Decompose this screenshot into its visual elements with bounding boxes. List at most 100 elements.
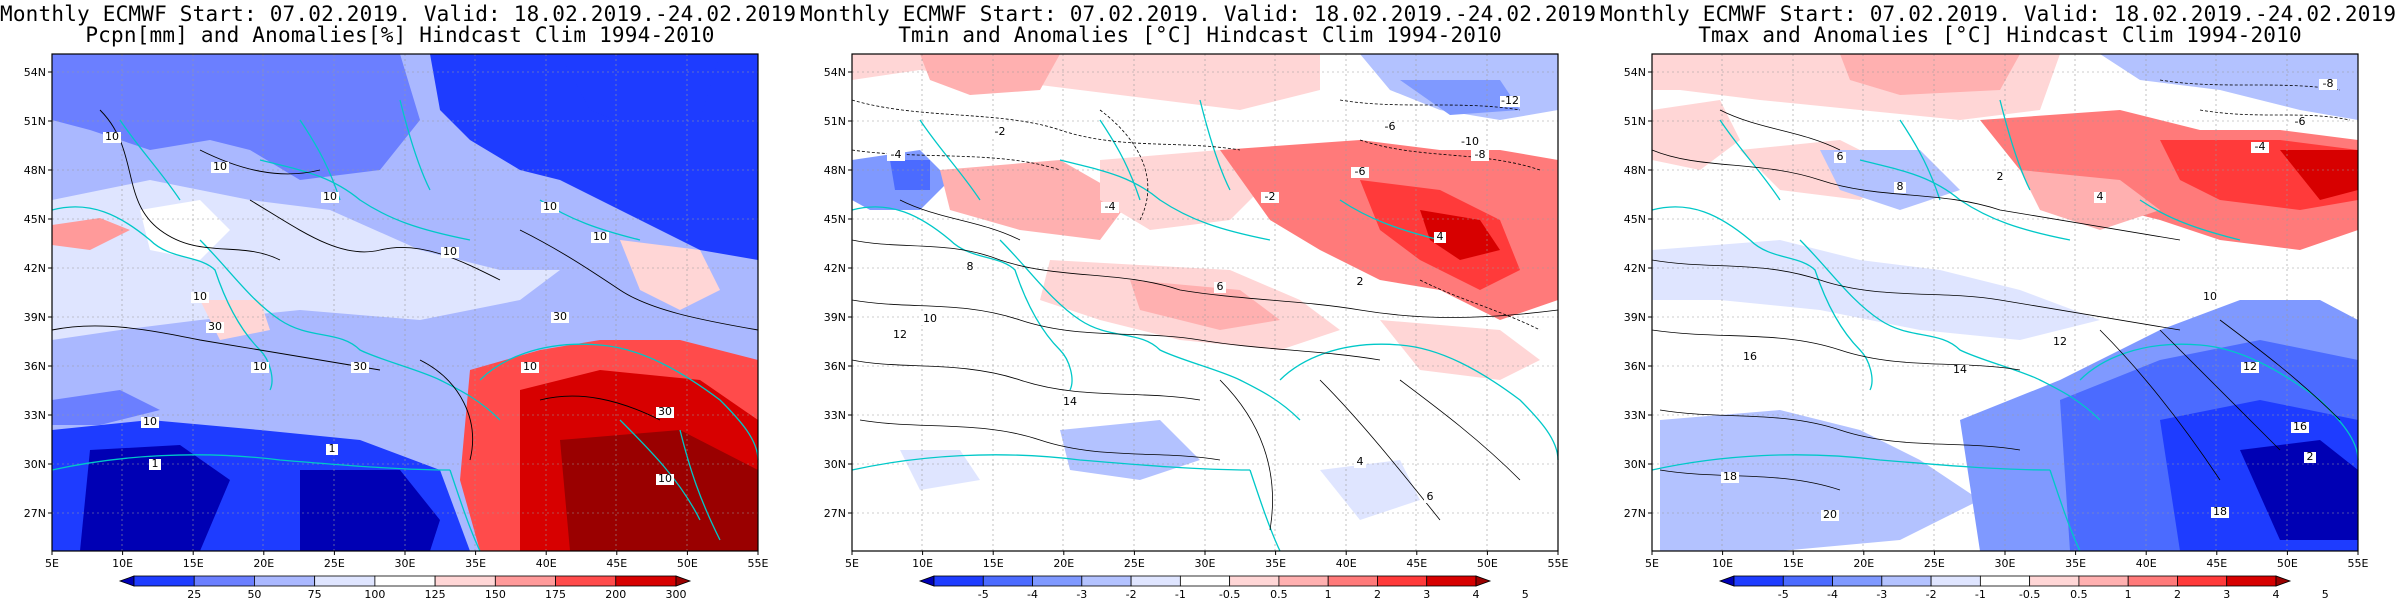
contour-label: 10	[141, 415, 159, 428]
colorbar-swatch	[434, 575, 496, 587]
anomaly-blob	[2100, 54, 2358, 120]
lon-label: 30E	[395, 557, 416, 570]
lat-label: 27N	[24, 507, 46, 520]
anomaly-blob	[1820, 150, 1960, 210]
contour-label: 4	[2094, 190, 2106, 203]
anomaly-blob	[1840, 54, 2020, 95]
longitude-axis: 5E 10E 15E 20E 25E 30E 35E 40E 45E 50E 55E	[845, 551, 1569, 570]
anomaly-blob	[560, 54, 720, 130]
colorbar-label: 175	[545, 588, 566, 600]
colorbar: 25 50 75 100 125 150 175 200 300	[118, 575, 692, 600]
lon-label: 45E	[606, 557, 627, 570]
latitude-axis: 54N 51N 48N 45N 42N 39N 36N 33N 30N 27N	[24, 66, 52, 520]
contour-label: 10	[656, 472, 674, 485]
colorbar-label: 4	[2273, 588, 2280, 600]
colorbar-label: 1	[1325, 588, 1332, 600]
contour-label: -4	[1101, 200, 1119, 213]
contour-label: -8	[2319, 77, 2337, 90]
lat-label: 36N	[824, 360, 846, 373]
coastlines	[851, 99, 1559, 552]
anomaly-blob	[560, 430, 758, 551]
svg-text:-6: -6	[1355, 165, 1366, 178]
panel-title-line2: Tmax and Anomalies [°C] Hindcast Clim 19…	[1698, 23, 2302, 47]
colorbar-label: -5	[978, 588, 989, 600]
lat-label: 27N	[824, 507, 846, 520]
svg-text:-6: -6	[2295, 115, 2306, 128]
svg-text:12: 12	[2053, 335, 2067, 348]
tmin-map: -12 -10 -8 -6 -4 -4 -2 2 4 6 8 10 12 14 …	[824, 53, 1569, 600]
lat-label: 42N	[24, 262, 46, 275]
colorbar-label: -0.5	[2019, 588, 2040, 600]
lon-label: 50E	[1477, 557, 1498, 570]
contour-label: 10	[251, 360, 269, 373]
lat-label: 33N	[1624, 409, 1646, 422]
anomaly-blob	[1660, 410, 1980, 551]
lat-label: 27N	[1624, 507, 1646, 520]
colorbar-swatch	[2078, 575, 2129, 587]
lat-label: 48N	[824, 164, 846, 177]
svg-text:14: 14	[1953, 363, 1967, 376]
svg-text:-4: -4	[1105, 200, 1116, 213]
colorbar-swatch	[1032, 575, 1083, 587]
contour-label: 4	[1354, 455, 1366, 468]
colorbar-swatch	[193, 575, 255, 587]
lon-label: 50E	[2277, 557, 2298, 570]
lon-label: 55E	[2348, 557, 2369, 570]
lon-label: 50E	[677, 557, 698, 570]
contour-label: -6	[1381, 120, 1399, 133]
anomaly-blob	[140, 200, 230, 260]
colorbar-label: -2	[1926, 588, 1937, 600]
lat-label: 33N	[24, 409, 46, 422]
colorbar-label: -5	[1778, 588, 1789, 600]
contour-label: 10	[103, 130, 121, 143]
contour-label: 12	[2051, 335, 2069, 348]
contour-label: 10	[2201, 290, 2219, 303]
contour-label: 4	[1434, 230, 1446, 243]
svg-text:14: 14	[1063, 395, 1077, 408]
colorbar-label: -4	[1027, 588, 1038, 600]
lat-label: 39N	[1624, 311, 1646, 324]
colorbar-swatch	[1979, 575, 2031, 587]
svg-text:10: 10	[923, 312, 937, 325]
colorbar-swatch	[1130, 575, 1181, 587]
colorbar-swatch	[254, 575, 316, 587]
colorbar-swatch	[2275, 575, 2292, 587]
contour-labels: -8 -6 -4 2 4 6 8 10 12 14 16 18 20 16 18…	[1721, 77, 2337, 521]
lat-label: 30N	[24, 458, 46, 471]
anomaly-blob	[900, 450, 980, 490]
contour-label: 2	[2304, 450, 2316, 463]
lon-label: 15E	[183, 557, 204, 570]
contour-label: 30	[656, 405, 674, 418]
contour-label: 10	[921, 312, 939, 325]
anomaly-blob	[52, 390, 160, 425]
lon-label: 25E	[324, 557, 345, 570]
lon-label: 25E	[1124, 557, 1145, 570]
latitude-axis: 54N 51N 48N 45N 42N 39N 36N 33N 30N 27N	[824, 66, 852, 520]
colorbar-swatch	[1930, 575, 1981, 587]
colorbar-label: -3	[1076, 588, 1087, 600]
anomaly-blob	[940, 160, 1130, 240]
contour-label: -4	[2251, 140, 2269, 153]
contour-label: 10	[441, 245, 459, 258]
colorbar-swatch	[2029, 575, 2080, 587]
lon-label: 40E	[536, 557, 557, 570]
lat-label: 51N	[824, 115, 846, 128]
anomaly-blob	[920, 54, 1060, 95]
svg-text:-8: -8	[1475, 148, 1486, 161]
coastlines	[1651, 99, 2359, 552]
colorbar-label: 1	[2125, 588, 2132, 600]
svg-text:12: 12	[2243, 360, 2257, 373]
colorbar-swatch	[118, 575, 135, 587]
svg-text:12: 12	[893, 328, 907, 341]
tmax-panel: Monthly ECMWF Start: 07.02.2019. Valid: …	[1600, 0, 2400, 600]
svg-text:10: 10	[323, 190, 337, 203]
contour-label: 30	[551, 310, 569, 323]
anomaly-blob	[1060, 420, 1200, 480]
lon-label: 5E	[1645, 557, 1659, 570]
svg-text:10: 10	[143, 415, 157, 428]
contour-label: 10	[591, 230, 609, 243]
anomaly-blob	[1420, 210, 1500, 260]
panel-title-line1: Monthly ECMWF Start: 07.02.2019. Valid: …	[1600, 2, 2400, 26]
colorbar-label: -0.5	[1219, 588, 1240, 600]
colorbar-swatch	[1229, 575, 1280, 587]
